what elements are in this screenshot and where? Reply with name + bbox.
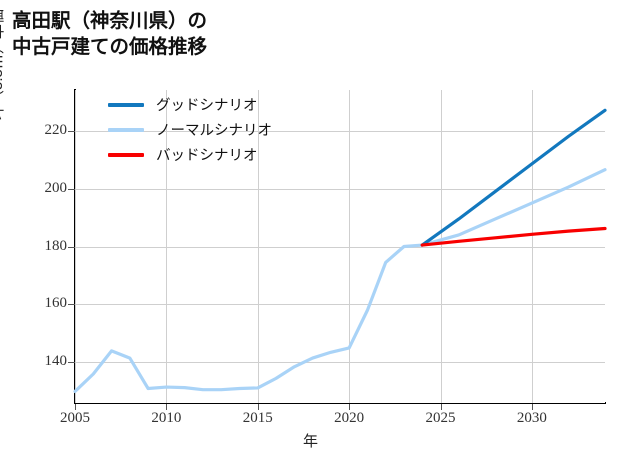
x-axis-label: 年 [302, 433, 318, 450]
x-tick-label: 2030 [516, 410, 547, 426]
gridline-horizontal [75, 246, 605, 248]
x-tick-label: 2020 [334, 410, 365, 426]
legend-item-bad: バッドシナリオ [108, 142, 328, 167]
legend-swatch-good-icon [108, 102, 144, 107]
legend-item-normal: ノーマルシナリオ [108, 117, 328, 142]
legend: グッドシナリオ ノーマルシナリオ バッドシナリオ [108, 92, 328, 167]
y-tick-label: 160 [44, 295, 68, 312]
y-tick-mark [68, 304, 75, 306]
x-tick-label: 2010 [151, 410, 182, 426]
x-tick-label: 2005 [60, 410, 90, 426]
x-tick-label: 2025 [425, 410, 456, 426]
gridline-horizontal [75, 130, 605, 132]
x-tick-mark [166, 404, 168, 410]
x-tick-mark [75, 404, 76, 410]
y-tick-label: 180 [44, 237, 68, 254]
gridline-vertical [440, 90, 442, 403]
x-tick-mark [440, 404, 442, 410]
legend-swatch-normal-icon [108, 127, 144, 132]
legend-label-normal: ノーマルシナリオ [156, 123, 272, 139]
x-tick-mark [349, 404, 351, 410]
legend-item-good: グッドシナリオ [108, 92, 328, 117]
y-tick-label: 220 [44, 121, 68, 138]
y-tick-label: 140 [44, 353, 68, 370]
y-tick-mark [68, 246, 75, 248]
legend-label-bad: バッドシナリオ [156, 148, 258, 164]
gridline-horizontal [75, 362, 605, 364]
y-tick-mark [68, 362, 75, 364]
legend-label-good: グッドシナリオ [156, 98, 258, 114]
y-tick-mark [68, 188, 75, 190]
page-title: 高田駅（神奈川県）の 中古戸建ての価格推移 [12, 10, 208, 58]
y-tick-mark [68, 130, 75, 132]
x-tick-label: 2015 [242, 410, 273, 426]
gridline-vertical [349, 90, 351, 403]
x-tick-mark [531, 404, 533, 410]
gridline-horizontal [75, 304, 605, 306]
gridline-vertical [75, 90, 76, 403]
legend-swatch-bad-icon [108, 152, 144, 157]
y-tick-label: 200 [44, 179, 68, 196]
gridline-horizontal [75, 188, 605, 190]
x-axis-line [74, 402, 606, 404]
x-tick-mark [257, 404, 259, 410]
y-axis-label: 坪（3.3㎡）単価（万円） [0, 0, 6, 120]
gridline-vertical [531, 90, 533, 403]
